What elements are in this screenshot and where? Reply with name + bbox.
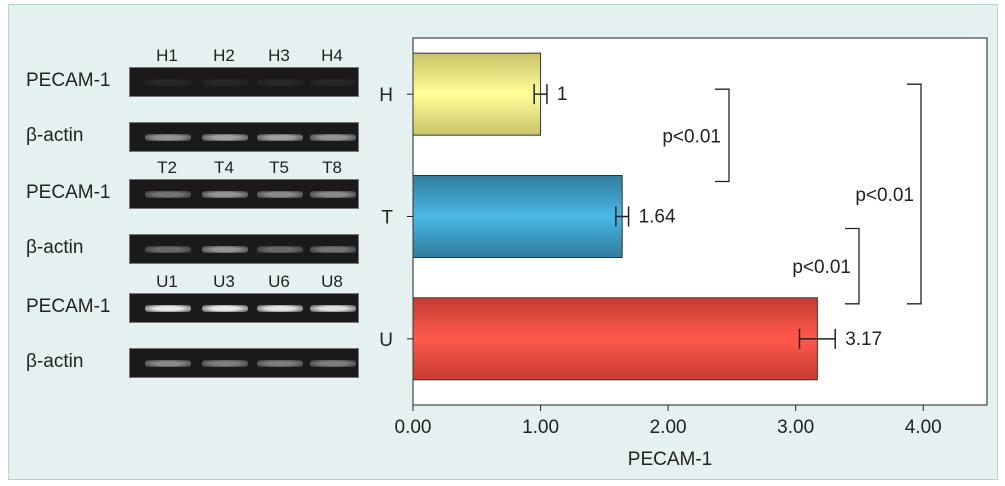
x-tick-label: 0.00 [395,417,432,438]
gel-band [202,360,248,367]
gel-band [202,246,248,253]
lane-label: H3 [268,46,290,65]
gel-band [202,79,248,86]
x-tick-label: 4.00 [905,417,942,438]
gel-row-label: β-actin [26,351,84,372]
category-label: U [379,330,393,351]
bar [412,297,818,381]
significance-label: p<0.01 [662,126,721,147]
lane-label: H1 [156,46,178,65]
gel-band [257,360,303,367]
gel-band [202,305,248,312]
x-axis-label: PECAM-1 [628,449,712,470]
gel-band [310,191,356,198]
gel-band [257,79,303,86]
x-tick-label: 1.00 [522,417,559,438]
lane-label: T4 [214,158,234,177]
gel-row-label: PECAM-1 [26,182,111,203]
gel-band [310,79,356,86]
gel-band [145,360,191,367]
gel-row-label: PECAM-1 [26,70,111,91]
gel-band [145,134,191,141]
gel-strip [129,179,359,209]
x-tick-label: 2.00 [650,417,687,438]
data-label: 3.17 [845,329,882,350]
significance-bracket [715,88,730,183]
figure-panel: H1 H2 H3 H4 PECAM-1 β-actin T2 T4 T5 T8 PECAM-1 β-a… [8,4,998,480]
lane-label: T5 [269,158,289,177]
lane-label: U8 [321,272,343,291]
lane-label: T2 [157,158,177,177]
gel-band [145,79,191,86]
gel-band [202,134,248,141]
gel-band [145,305,191,312]
gel-strip [129,293,359,323]
gel-row-label: β-actin [26,237,84,258]
data-label: 1.64 [639,207,676,228]
x-tick-label: 3.00 [777,417,814,438]
gel-band [202,191,248,198]
bar [412,175,623,258]
lane-label: H2 [213,46,235,65]
gel-row-label: PECAM-1 [26,296,111,317]
gel-strip [129,122,359,152]
gel-band [310,305,356,312]
lane-label: U1 [156,272,178,291]
gel-band [310,360,356,367]
significance-bracket [845,227,860,305]
gel-band [145,246,191,253]
gel-band [145,191,191,198]
gel-band [310,246,356,253]
gel-strip [129,67,359,97]
gel-band [257,134,303,141]
significance-bracket [907,83,922,305]
gel-strip [129,234,359,264]
gel-row-label: β-actin [26,125,84,146]
lane-label: U3 [213,272,235,291]
category-label: T [381,208,393,229]
data-label: 1 [557,84,568,105]
gel-band [257,305,303,312]
gel-band [257,246,303,253]
gel-strip [129,348,359,378]
lane-label: U6 [268,272,290,291]
gel-band [257,191,303,198]
category-label: H [379,85,393,106]
lane-label: H4 [321,46,343,65]
significance-label: p<0.01 [792,257,851,278]
significance-label: p<0.01 [855,185,914,206]
bar-chart: H 1 T 1.64 U 3.17 0.00 1.00 2.00 3.00 4.00 PECAM-1 p… [379,37,988,470]
bar [412,52,542,136]
lane-label: T8 [322,158,342,177]
gel-band [310,134,356,141]
